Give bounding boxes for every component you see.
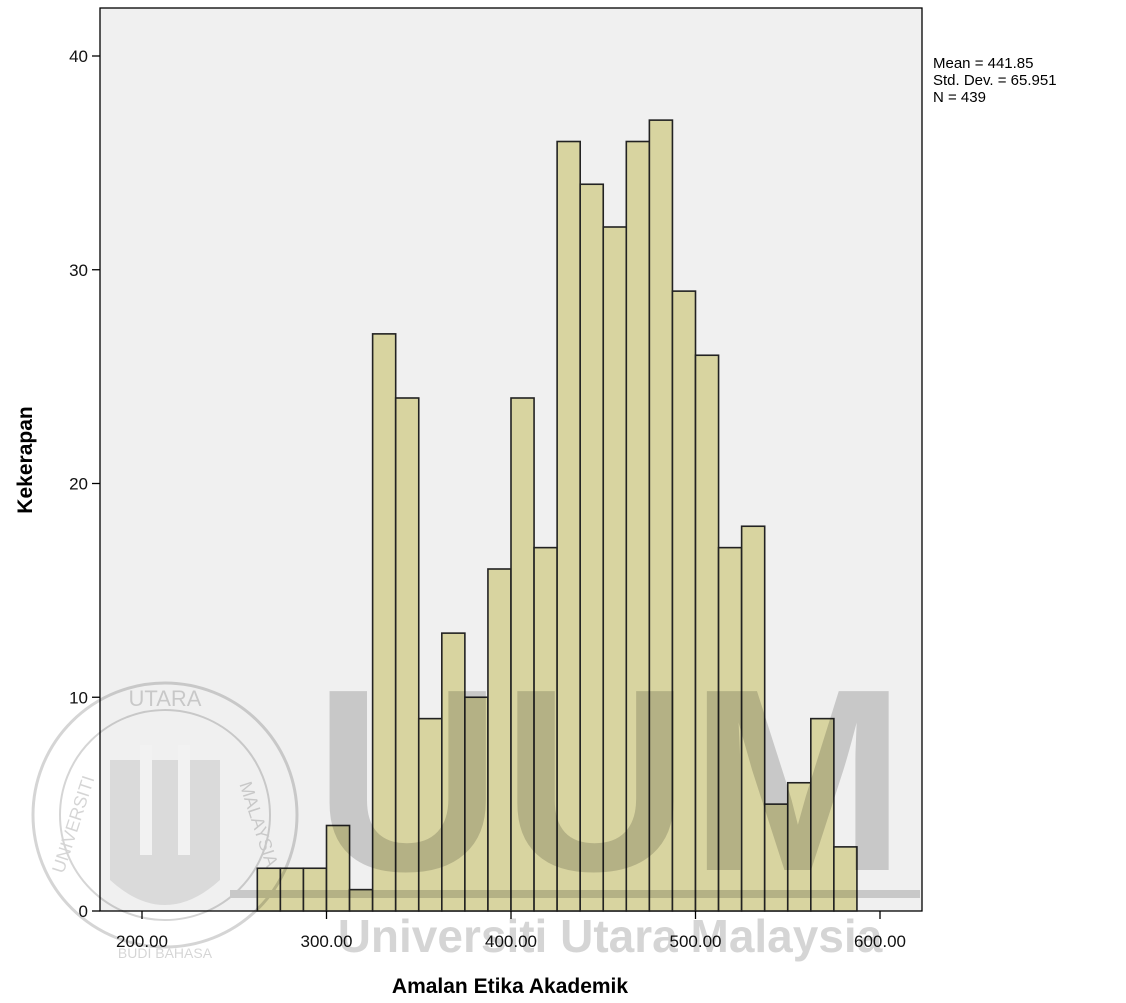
watermark-university-text: Universiti Utara Malaysia (338, 910, 883, 962)
statistics-legend: Mean = 441.85 Std. Dev. = 65.951 N = 439 (933, 55, 1057, 106)
y-axis: 0 10 20 30 40 (69, 47, 100, 921)
y-tick-label: 20 (69, 475, 88, 494)
histogram-bar (740, 525, 766, 912)
histogram-bar (325, 824, 351, 912)
svg-text:UTARA: UTARA (129, 686, 202, 711)
x-tick-label: 200.00 (116, 932, 168, 951)
stat-n: N = 439 (933, 89, 986, 106)
svg-text:BUDI BAHASA: BUDI BAHASA (118, 945, 213, 961)
stat-std-dev: Std. Dev. = 65.951 (933, 72, 1057, 89)
x-axis: 200.00 300.00 400.00 500.00 600.00 (116, 911, 906, 951)
histogram-bar (810, 717, 835, 912)
bar-group (256, 119, 858, 912)
y-axis-title: Kekerapan (14, 406, 37, 513)
x-tick-label: 500.00 (670, 932, 722, 951)
watermark-logo-text: UUM (314, 636, 906, 926)
histogram-bar (833, 846, 858, 912)
y-tick-label: 0 (79, 902, 88, 921)
x-tick-label: 400.00 (485, 932, 537, 951)
x-tick-label: 600.00 (854, 932, 906, 951)
x-axis-title: Amalan Etika Akademik (392, 975, 628, 998)
x-tick-label: 300.00 (301, 932, 353, 951)
stat-mean: Mean = 441.85 (933, 55, 1034, 72)
histogram-bar (394, 397, 420, 912)
y-tick-label: 10 (69, 688, 88, 707)
y-tick-label: 40 (69, 47, 88, 66)
svg-text:UNIVERSITI: UNIVERSITI (48, 773, 98, 875)
watermark: UTARA UNIVERSITI MALAYSIA BUDI BAHASA UU… (31, 636, 920, 962)
y-tick-label: 30 (69, 261, 88, 280)
